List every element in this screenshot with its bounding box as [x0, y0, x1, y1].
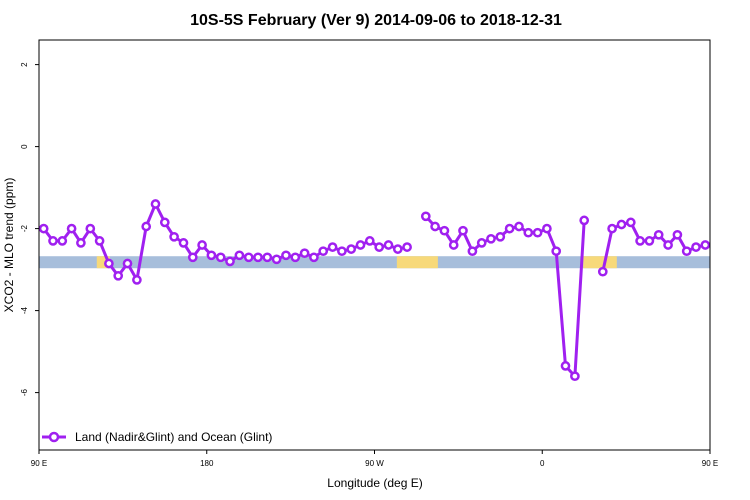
ocean-band	[39, 256, 710, 269]
data-point	[290, 252, 301, 263]
land-band-segment	[583, 256, 617, 269]
data-point	[271, 254, 282, 265]
legend-label: Land (Nadir&Glint) and Ocean (Glint)	[75, 430, 272, 444]
data-point	[504, 223, 515, 234]
data-point	[542, 223, 552, 234]
y-tick-label: -2	[20, 224, 29, 232]
data-point	[467, 246, 478, 257]
data-point	[439, 225, 450, 236]
x-tick-label: 90 W	[365, 459, 384, 468]
chart-title: 10S-5S February (Ver 9) 2014-09-06 to 20…	[190, 12, 562, 29]
data-point	[672, 229, 683, 240]
data-point	[514, 221, 524, 232]
data-point	[486, 233, 496, 244]
data-point	[495, 231, 506, 242]
data-point	[38, 223, 49, 234]
x-axis: 90 E 180 90 W 0 90 E	[31, 450, 718, 468]
data-point	[402, 242, 412, 252]
data-point	[560, 361, 571, 371]
data-point	[635, 236, 645, 246]
data-point	[597, 266, 608, 277]
data-point	[364, 236, 375, 246]
data-point	[337, 246, 347, 257]
data-point	[430, 221, 440, 232]
data-point	[85, 223, 96, 234]
data-point	[253, 252, 263, 263]
data-point	[234, 250, 245, 261]
data-point	[150, 199, 161, 209]
data-point	[700, 240, 711, 250]
data-point	[57, 236, 68, 246]
x-tick-label: 90 E	[702, 459, 718, 468]
data-point	[625, 217, 636, 228]
data-point	[355, 240, 366, 250]
x-tick-label: 180	[200, 459, 214, 468]
data-point	[159, 217, 170, 228]
data-point	[299, 248, 310, 259]
data-point	[309, 252, 319, 263]
x-tick-label: 0	[540, 459, 545, 468]
y-tick-label: 2	[20, 62, 29, 67]
legend-marker	[48, 431, 60, 443]
data-point	[141, 221, 152, 232]
series-line	[424, 215, 586, 378]
data-point	[579, 215, 590, 226]
data-point	[374, 242, 385, 252]
data-point	[94, 236, 105, 246]
y-axis-label: XCO2 - MLO trend (ppm)	[2, 178, 16, 313]
data-point	[169, 231, 179, 242]
data-point	[225, 256, 235, 267]
x-tick-label: 90 E	[31, 459, 47, 468]
data-point	[383, 240, 394, 250]
data-point	[206, 250, 217, 261]
data-point	[113, 270, 124, 281]
data-point	[243, 252, 254, 263]
data-point	[476, 238, 487, 248]
plot-area	[38, 39, 711, 451]
data-point	[653, 229, 664, 240]
data-point	[48, 236, 58, 246]
data-point	[681, 246, 692, 257]
land-band-segment	[396, 256, 438, 269]
data-point	[644, 236, 655, 246]
series-layer	[38, 199, 711, 382]
data-point	[346, 244, 357, 254]
y-tick-label: -4	[20, 306, 29, 314]
data-point	[691, 242, 701, 252]
y-tick-label: 0	[20, 144, 29, 149]
data-point	[532, 227, 543, 238]
surface-band	[39, 256, 710, 269]
data-point	[178, 238, 189, 248]
x-axis-label: Longitude (deg E)	[327, 476, 422, 490]
data-point	[215, 252, 226, 263]
data-point	[262, 252, 273, 263]
data-point	[448, 240, 459, 250]
data-point	[523, 227, 534, 238]
data-point	[122, 258, 133, 269]
data-point	[551, 246, 562, 257]
y-axis: 2 0 -2 -4 -6	[20, 62, 39, 396]
data-point	[187, 252, 198, 263]
data-point	[607, 223, 617, 234]
data-point	[663, 240, 673, 250]
data-point	[318, 246, 329, 257]
data-point	[327, 242, 338, 252]
data-point	[281, 250, 291, 261]
data-point	[458, 225, 468, 236]
data-point	[570, 371, 580, 382]
data-point	[616, 219, 627, 230]
legend: Land (Nadir&Glint) and Ocean (Glint)	[42, 430, 272, 444]
data-point	[420, 211, 431, 222]
y-tick-label: -6	[20, 388, 29, 396]
data-point	[76, 238, 86, 248]
data-point	[66, 223, 77, 234]
data-point	[197, 240, 207, 250]
data-point	[392, 244, 403, 254]
data-point	[104, 258, 114, 269]
data-point	[132, 275, 142, 285]
